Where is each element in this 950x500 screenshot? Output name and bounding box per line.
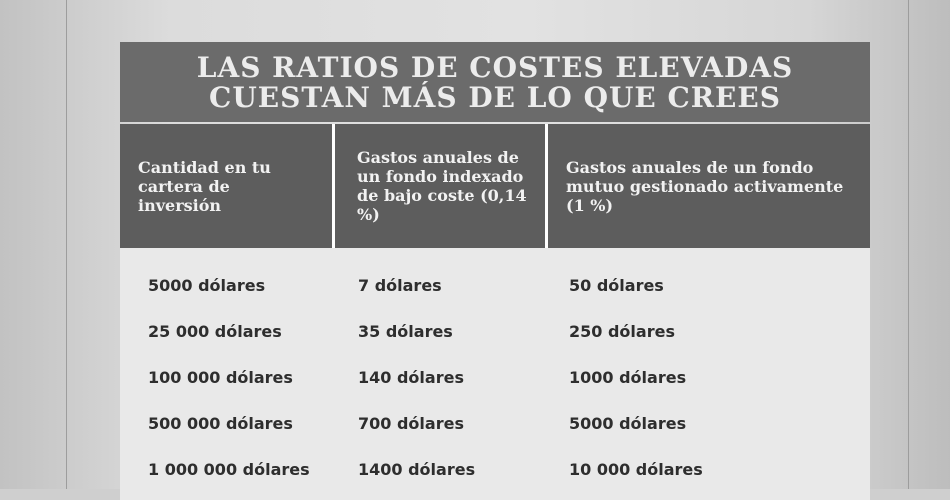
cell-active-fund-cost: 1000 dólares [569, 367, 687, 387]
table-row: 500 000 dólares 700 dólares 5000 dólares [120, 400, 870, 446]
cell-active-fund-cost: 50 dólares [569, 275, 664, 295]
cell-index-fund-cost: 7 dólares [358, 275, 442, 295]
page-edge-line [908, 0, 909, 489]
cell-portfolio-amount: 5000 dólares [148, 275, 266, 295]
cell-portfolio-amount: 25 000 dólares [148, 321, 282, 341]
cell-index-fund-cost: 140 dólares [358, 367, 464, 387]
header-active-fund-cost: Gastos anuales de un fondo mutuo gestion… [548, 124, 870, 248]
table-row: 100 000 dólares 140 dólares 1000 dólares [120, 354, 870, 400]
table-row: 5000 dólares 7 dólares 50 dólares [120, 262, 870, 308]
cell-portfolio-amount: 500 000 dólares [148, 413, 293, 433]
cell-portfolio-amount: 1 000 000 dólares [148, 459, 310, 479]
table-row: 25 000 dólares 35 dólares 250 dólares [120, 308, 870, 354]
cost-ratio-table: LAS RATIOS DE COSTES ELEVADAS CUESTAN MÁ… [120, 42, 870, 500]
table-header-row: Cantidad en tu cartera de inversión Gast… [120, 124, 870, 248]
cell-index-fund-cost: 35 dólares [358, 321, 453, 341]
cell-active-fund-cost: 10 000 dólares [569, 459, 703, 479]
header-portfolio-amount: Cantidad en tu cartera de inversión [120, 124, 332, 248]
table-title-line-2: CUESTAN MÁS DE LO QUE CREES [209, 81, 781, 114]
table-title: LAS RATIOS DE COSTES ELEVADAS CUESTAN MÁ… [120, 42, 870, 122]
table-body: 5000 dólares 7 dólares 50 dólares 25 000… [120, 248, 870, 500]
page-fold-line [66, 0, 67, 489]
cell-active-fund-cost: 5000 dólares [569, 413, 687, 433]
table-title-line-1: LAS RATIOS DE COSTES ELEVADAS [196, 51, 794, 84]
header-index-fund-cost: Gastos anuales de un fondo indexado de b… [335, 124, 545, 248]
cell-index-fund-cost: 700 dólares [358, 413, 464, 433]
cell-portfolio-amount: 100 000 dólares [148, 367, 293, 387]
cell-active-fund-cost: 250 dólares [569, 321, 675, 341]
cell-index-fund-cost: 1400 dólares [358, 459, 476, 479]
table-row: 1 000 000 dólares 1400 dólares 10 000 dó… [120, 446, 870, 492]
